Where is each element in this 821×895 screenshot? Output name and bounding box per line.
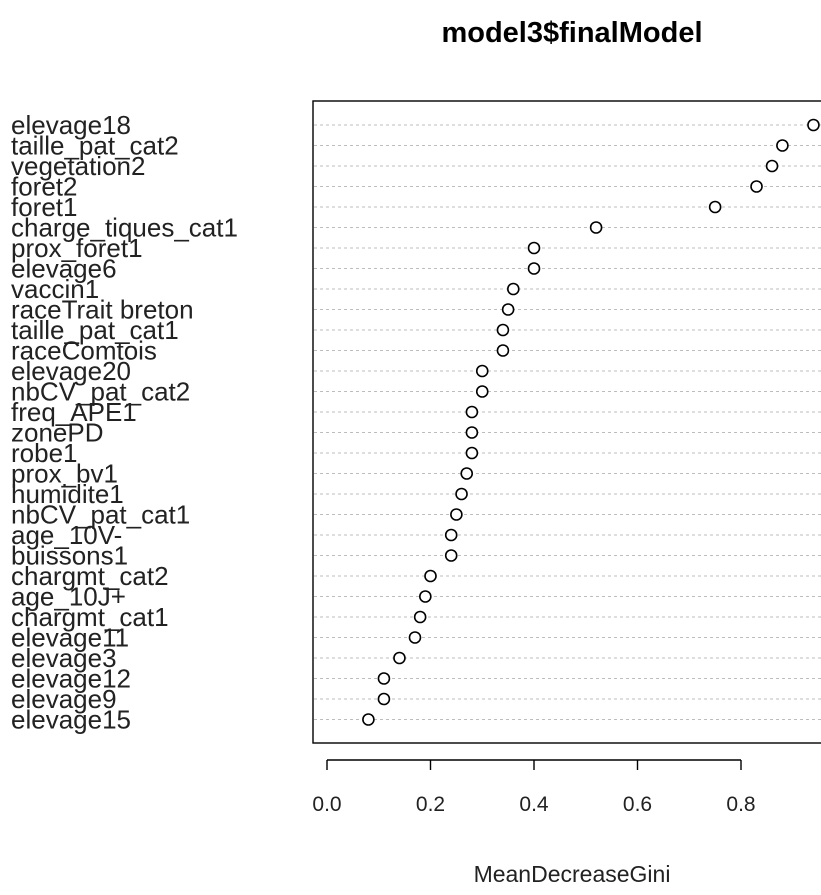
data-point [750, 180, 763, 193]
category-label: foret1 [11, 192, 78, 222]
data-point [589, 221, 603, 234]
data-point [527, 262, 541, 275]
category-label: raceComtois [11, 336, 157, 366]
category-label: age_10V- [11, 520, 122, 550]
data-point [475, 364, 489, 378]
category-label: elevage6 [11, 254, 117, 284]
data-point [444, 549, 458, 562]
data-point [377, 672, 391, 685]
category-label: age_10J+ [11, 582, 126, 612]
category-label: elevage20 [11, 356, 131, 386]
data-point [419, 590, 432, 603]
data-point [444, 528, 458, 542]
data-point [475, 385, 489, 398]
category-label: chargmt_cat2 [11, 561, 169, 591]
x-axis-label: MeanDecreaseGini [474, 861, 671, 887]
x-axis: 0.0 0.2 0.4 0.6 0.8 [312, 759, 756, 816]
data-point [776, 139, 789, 152]
data-point [465, 446, 479, 460]
data-point [408, 631, 422, 644]
data-point [377, 692, 391, 706]
category-label: nbCV_pat_cat2 [11, 377, 190, 407]
data-point [413, 610, 427, 624]
data-point [496, 323, 510, 337]
x-tick-label: 0.2 [416, 793, 445, 816]
data-point [496, 344, 510, 357]
category-label: prox_foret1 [11, 233, 143, 263]
category-label: zonePD [11, 418, 104, 448]
category-label: vegetation2 [11, 151, 145, 181]
category-label: humidite1 [11, 479, 124, 509]
category-label: elevage3 [11, 643, 117, 673]
x-tick-label: 0.4 [519, 793, 549, 816]
category-label: elevage9 [11, 684, 117, 714]
x-tick-label: 0.6 [623, 793, 652, 816]
data-point [807, 118, 820, 132]
category-labels: elevage18taille_pat_cat2vegetation2foret… [11, 110, 238, 735]
x-tick-label: 0.8 [726, 793, 755, 816]
category-label: chargmt_cat1 [11, 602, 169, 632]
data-point [455, 487, 468, 501]
category-label: buissons1 [11, 541, 128, 571]
category-label: robe1 [11, 438, 78, 468]
data-point [362, 713, 375, 726]
data-point [501, 303, 515, 316]
data-point [424, 569, 437, 583]
data-point [460, 467, 474, 480]
category-label: elevage18 [11, 110, 131, 140]
chart-title: model3$finalModel [441, 17, 702, 49]
data-point [527, 241, 541, 255]
data-point [450, 508, 463, 521]
data-point [708, 200, 722, 214]
category-label: vaccin1 [11, 274, 99, 304]
category-label: elevage12 [11, 664, 131, 694]
data-points [362, 118, 820, 726]
category-label: raceTrait breton [11, 295, 194, 325]
data-point [765, 159, 779, 173]
category-label: nbCV_pat_cat1 [11, 500, 190, 530]
plot-frame [312, 100, 821, 744]
data-point [465, 426, 479, 439]
data-point [393, 651, 406, 665]
category-label: foret2 [11, 172, 78, 202]
gridlines [314, 124, 821, 720]
category-label: elevage15 [11, 705, 131, 735]
x-tick-label: 0.0 [312, 793, 341, 816]
category-label: elevage11 [11, 623, 129, 653]
category-label: taille_pat_cat2 [11, 131, 179, 161]
data-point [506, 282, 520, 296]
category-label: taille_pat_cat1 [11, 315, 179, 345]
category-label: charge_tiques_cat1 [11, 213, 238, 243]
category-label: prox_bv1 [11, 459, 118, 489]
category-label: freq_APE1 [11, 397, 137, 427]
data-point [465, 405, 479, 419]
